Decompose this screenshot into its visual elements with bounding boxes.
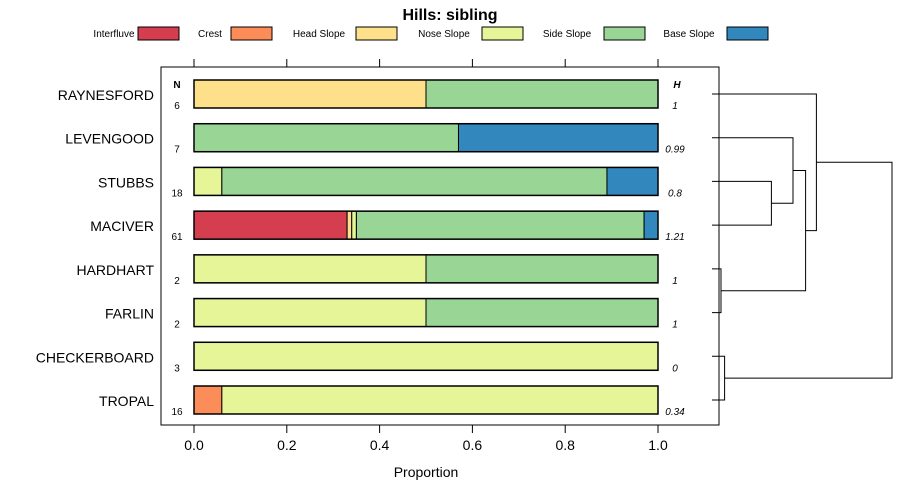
n-value: 2 [174,320,180,331]
bar-segment [346,210,353,240]
legend-swatch [230,26,273,41]
bar-segment [606,166,659,196]
bar-segment [425,298,659,328]
top-ticks [193,59,659,67]
bar-outline [193,79,659,109]
bar-segment [425,79,659,109]
n-header: N [173,80,180,91]
legend-label: Base Slope [663,29,715,40]
bar-outline [193,385,659,415]
bar-segment [193,210,348,240]
bar-segment [221,385,659,415]
bar-segment [193,298,427,328]
bar-segment [457,123,659,153]
dendrogram-link [724,161,893,379]
dendrogram-link [712,93,817,232]
h-value: 1 [672,320,678,331]
dendrogram-link [712,355,726,401]
dendrogram-link [712,268,722,314]
legend-label: Head Slope [293,29,346,40]
x-axis: 0.0 0.2 0.4 0.6 0.8 1.0 [184,425,668,453]
bar-row: MACIVER 61 1.21 [90,210,685,243]
bar-row: LEVENGOOD 7 0.99 [65,122,685,156]
legend-swatch [137,26,180,41]
x-tick-label: 0.0 [184,437,204,453]
legend: Interfluve Crest Head Slope Nose Slope Side … [93,26,769,41]
row-label: TROPAL [99,393,154,409]
legend-swatch [355,26,398,41]
n-value: 61 [171,232,183,243]
legend-swatch [726,26,769,41]
bar-segment [355,210,645,240]
n-value: 16 [171,407,183,418]
bar-segment [643,210,659,240]
bar-segment [193,166,223,196]
n-value: 7 [174,145,180,156]
h-value: 0 [672,363,678,374]
h-value: 1 [672,101,678,112]
dendrogram [712,93,893,401]
row-label: STUBBS [98,174,154,190]
legend-label: Crest [198,29,222,40]
x-axis-title: Proportion [394,464,459,480]
h-value: 0.34 [665,407,685,418]
row-label: FARLIN [105,306,154,322]
bar-segment [425,254,659,284]
legend-label: Interfluve [93,29,135,40]
n-value: 6 [174,101,180,112]
bar-segment [193,123,459,153]
n-value: 2 [174,276,180,287]
x-tick-label: 0.4 [370,437,390,453]
row-label: LEVENGOOD [65,131,154,147]
bar-segment [193,385,223,415]
dendrogram-link [712,137,794,204]
bar-outline [193,210,659,240]
bar-row: RAYNESFORD 6 1 [58,79,678,112]
n-value: 18 [171,188,183,199]
x-tick-label: 0.2 [277,437,297,453]
bar-segment [351,210,357,240]
bar-row: FARLIN 2 1 [105,297,678,331]
bar-segment [221,166,608,196]
bar-outline [193,122,659,153]
h-value: 0.8 [668,188,682,199]
plot-frame [160,66,720,426]
bar-segment [193,79,427,109]
bar-segment [193,254,427,284]
h-value: 0.99 [665,145,685,156]
dendrogram-link [712,180,772,226]
row-label: CHECKERBOARD [36,349,154,365]
bar-outline [193,297,659,328]
n-value: 3 [174,363,180,374]
bar-segment [193,341,659,371]
legend-swatch [603,26,646,41]
chart-title: Hills: sibling [402,7,497,24]
x-tick-label: 1.0 [648,437,668,453]
row-label: HARDHART [76,262,154,278]
bar-row: TROPAL 16 0.34 [99,385,685,418]
bar-outline [193,166,659,197]
bar-row: CHECKERBOARD 3 0 [36,341,678,374]
legend-label: Nose Slope [418,29,470,40]
bar-row: STUBBS 18 0.8 [98,166,682,199]
h-value: 1.21 [665,232,684,243]
bar-row: HARDHART 2 1 [76,254,678,287]
x-tick-label: 0.6 [463,437,483,453]
row-label: MACIVER [90,218,154,234]
legend-swatch [481,26,524,41]
bar-outline [193,254,659,284]
bar-outline [193,341,659,372]
h-header: H [673,80,681,91]
x-tick-label: 0.8 [555,437,575,453]
legend-label: Side Slope [543,29,592,40]
h-value: 1 [672,276,678,287]
row-label: RAYNESFORD [58,87,154,103]
